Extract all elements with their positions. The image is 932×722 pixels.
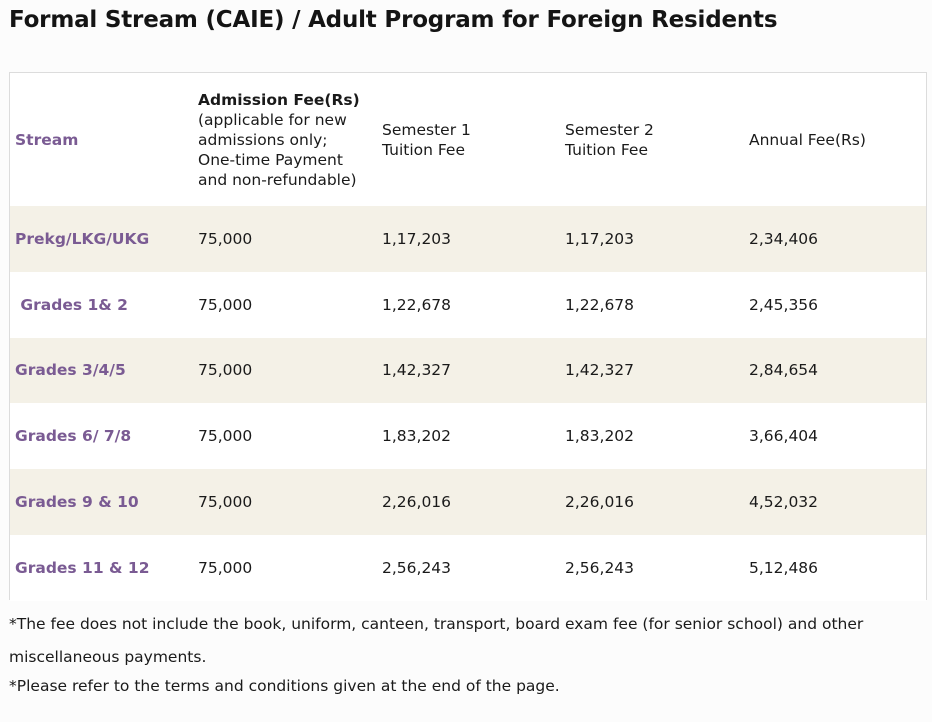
terms-note: *Please refer to the terms and condition… (9, 677, 560, 695)
semester-2-line: Tuition Fee (565, 140, 649, 159)
semester-1-cell: 2,26,016 (382, 493, 452, 512)
semester-1-cell: 1,42,327 (382, 361, 452, 380)
table-row: Prekg/LKG/UKG 75,000 1,17,203 1,17,203 2… (10, 206, 926, 272)
table-header-row: Stream Admission Fee(Rs) (applicable for… (10, 73, 926, 206)
admission-note-line: admissions only; (198, 130, 328, 149)
annual-fee-cell: 4,52,032 (749, 493, 819, 512)
fee-exclusion-note: *The fee does not include the book, unif… (9, 608, 863, 674)
stream-cell: Prekg/LKG/UKG (15, 229, 150, 248)
semester-2-cell: 2,56,243 (565, 558, 635, 577)
page-title: Formal Stream (CAIE) / Adult Program for… (9, 7, 778, 33)
stream-cell: Grades 11 & 12 (15, 558, 150, 577)
stream-cell: Grades 9 & 10 (15, 493, 139, 512)
table-row: Grades 6/ 7/8 75,000 1,83,202 1,83,202 3… (10, 403, 926, 470)
semester-2-cell: 2,26,016 (565, 493, 635, 512)
admission-fee-cell: 75,000 (198, 229, 253, 248)
semester-1-cell: 1,22,678 (382, 295, 452, 314)
header-semester-2: Semester 2 Tuition Fee (560, 73, 744, 206)
header-admission-fee: Admission Fee(Rs) (applicable for new ad… (193, 73, 377, 206)
table-row: Grades 3/4/5 75,000 1,42,327 1,42,327 2,… (10, 337, 926, 404)
stream-cell: Grades 6/ 7/8 (15, 427, 132, 446)
semester-2-cell: 1,83,202 (565, 427, 635, 446)
semester-1-cell: 1,17,203 (382, 229, 452, 248)
fee-exclusion-note-line: miscellaneous payments. (9, 648, 207, 666)
header-stream: Stream (15, 130, 79, 149)
semester-2-cell: 1,22,678 (565, 295, 635, 314)
annual-fee-cell: 5,12,486 (749, 558, 819, 577)
admission-note-line: One-time Payment (198, 150, 343, 169)
table-row: Grades 11 & 12 75,000 2,56,243 2,56,243 … (10, 534, 926, 601)
annual-fee-cell: 2,34,406 (749, 229, 819, 248)
table-row: Grades 1& 2 75,000 1,22,678 1,22,678 2,4… (10, 271, 926, 338)
admission-fee-cell: 75,000 (198, 427, 253, 446)
header-semester-1: Semester 1 Tuition Fee (377, 73, 560, 206)
stream-cell: Grades 3/4/5 (15, 361, 126, 380)
admission-fee-cell: 75,000 (198, 493, 253, 512)
annual-fee-cell: 2,45,356 (749, 295, 819, 314)
semester-2-cell: 1,17,203 (565, 229, 635, 248)
semester-1-cell: 2,56,243 (382, 558, 452, 577)
admission-fee-cell: 75,000 (198, 361, 253, 380)
admission-note-line: (applicable for new (198, 110, 347, 129)
semester-2-cell: 1,42,327 (565, 361, 635, 380)
stream-cell: Grades 1& 2 (15, 295, 128, 314)
annual-fee-cell: 2,84,654 (749, 361, 819, 380)
admission-fee-title: Admission Fee(Rs) (198, 90, 360, 109)
admission-fee-cell: 75,000 (198, 295, 253, 314)
semester-1-line: Semester 1 (382, 120, 471, 139)
admission-note-line: and non-refundable) (198, 170, 357, 189)
semester-1-cell: 1,83,202 (382, 427, 452, 446)
fee-table: Stream Admission Fee(Rs) (applicable for… (9, 72, 927, 601)
header-annual-fee: Annual Fee(Rs) (749, 130, 866, 149)
annual-fee-cell: 3,66,404 (749, 427, 819, 446)
semester-1-line: Tuition Fee (382, 140, 466, 159)
admission-fee-cell: 75,000 (198, 558, 253, 577)
table-row: Grades 9 & 10 75,000 2,26,016 2,26,016 4… (10, 469, 926, 535)
fee-exclusion-note-line: *The fee does not include the book, unif… (9, 615, 864, 633)
semester-2-line: Semester 2 (565, 120, 654, 139)
